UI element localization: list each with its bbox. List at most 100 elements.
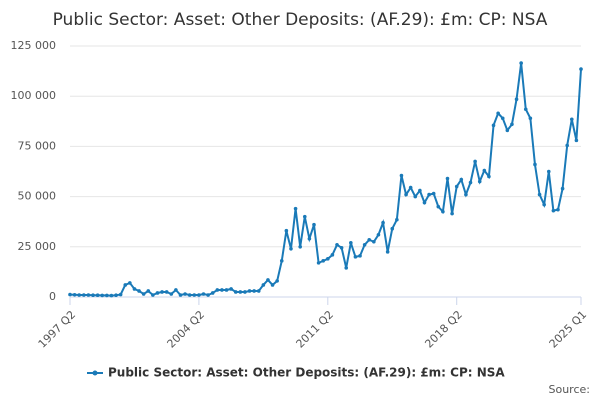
point bbox=[459, 177, 464, 182]
legend-marker bbox=[92, 370, 98, 376]
point bbox=[109, 293, 114, 298]
y-tick-label: 75 000 bbox=[18, 139, 57, 152]
point bbox=[187, 293, 192, 297]
point bbox=[372, 239, 376, 244]
point bbox=[551, 208, 556, 213]
point bbox=[178, 293, 183, 297]
point bbox=[441, 209, 445, 214]
point bbox=[349, 240, 353, 245]
point bbox=[523, 107, 528, 112]
point bbox=[385, 250, 390, 254]
point bbox=[224, 288, 229, 292]
point bbox=[270, 283, 275, 287]
point bbox=[137, 289, 141, 293]
point bbox=[454, 184, 459, 189]
point bbox=[413, 194, 418, 199]
point bbox=[95, 293, 100, 297]
point bbox=[546, 169, 551, 174]
point bbox=[284, 228, 289, 233]
point bbox=[275, 279, 279, 283]
point bbox=[82, 293, 86, 297]
point bbox=[77, 293, 82, 297]
point bbox=[123, 283, 128, 287]
point bbox=[197, 293, 201, 297]
point bbox=[238, 290, 243, 294]
point bbox=[146, 289, 151, 293]
x-tick-label: 2011 Q2 bbox=[294, 308, 337, 351]
point bbox=[183, 292, 187, 296]
point bbox=[114, 293, 118, 297]
point bbox=[560, 186, 565, 191]
point bbox=[473, 159, 477, 164]
point bbox=[160, 290, 164, 294]
x-tick-label: 2004 Q2 bbox=[165, 308, 208, 351]
point bbox=[358, 254, 362, 258]
point bbox=[316, 261, 321, 265]
point bbox=[477, 179, 482, 184]
point bbox=[243, 290, 247, 294]
point bbox=[326, 257, 330, 261]
point bbox=[390, 226, 395, 231]
point bbox=[141, 292, 146, 296]
point bbox=[307, 236, 312, 241]
point bbox=[468, 180, 473, 185]
point bbox=[381, 220, 385, 225]
point bbox=[151, 293, 155, 297]
point bbox=[132, 287, 137, 291]
point bbox=[72, 292, 77, 297]
point bbox=[579, 67, 583, 71]
point bbox=[505, 128, 510, 133]
point bbox=[298, 245, 302, 249]
point bbox=[210, 291, 215, 295]
point bbox=[289, 247, 293, 251]
point bbox=[100, 293, 105, 298]
point bbox=[86, 293, 91, 297]
point bbox=[344, 266, 349, 270]
series-line bbox=[69, 62, 582, 297]
point bbox=[542, 202, 546, 207]
point bbox=[482, 168, 487, 173]
x-tick-label: 1997 Q2 bbox=[36, 308, 79, 351]
point bbox=[418, 188, 422, 193]
y-tick-label: 50 000 bbox=[18, 190, 57, 203]
point bbox=[491, 123, 496, 128]
point bbox=[321, 259, 325, 263]
point bbox=[339, 246, 344, 250]
point bbox=[528, 116, 533, 121]
point bbox=[450, 211, 454, 216]
point bbox=[118, 292, 123, 297]
point bbox=[510, 122, 514, 127]
chart-title: Public Sector: Asset: Other Deposits: (A… bbox=[53, 10, 548, 30]
point bbox=[431, 191, 436, 196]
point bbox=[464, 192, 468, 197]
point bbox=[266, 278, 270, 282]
point bbox=[367, 237, 372, 242]
point bbox=[233, 290, 238, 294]
point bbox=[519, 61, 523, 65]
point bbox=[312, 222, 316, 227]
x-tick-label: 2018 Q2 bbox=[422, 308, 465, 351]
point bbox=[164, 290, 169, 294]
point bbox=[206, 293, 210, 297]
point bbox=[487, 174, 491, 179]
point bbox=[408, 185, 413, 190]
point bbox=[436, 204, 441, 209]
point bbox=[192, 293, 197, 297]
point bbox=[220, 288, 224, 292]
point bbox=[155, 291, 160, 295]
point bbox=[427, 192, 431, 197]
point bbox=[215, 288, 220, 292]
point bbox=[229, 287, 233, 291]
point bbox=[376, 232, 381, 237]
y-tick-label: 125 000 bbox=[11, 39, 57, 52]
point bbox=[496, 111, 500, 116]
point bbox=[395, 217, 399, 222]
point bbox=[169, 292, 174, 296]
point bbox=[445, 176, 450, 181]
point bbox=[335, 242, 339, 247]
point bbox=[569, 117, 574, 122]
point bbox=[174, 288, 178, 292]
point bbox=[279, 259, 284, 263]
point bbox=[302, 214, 307, 219]
